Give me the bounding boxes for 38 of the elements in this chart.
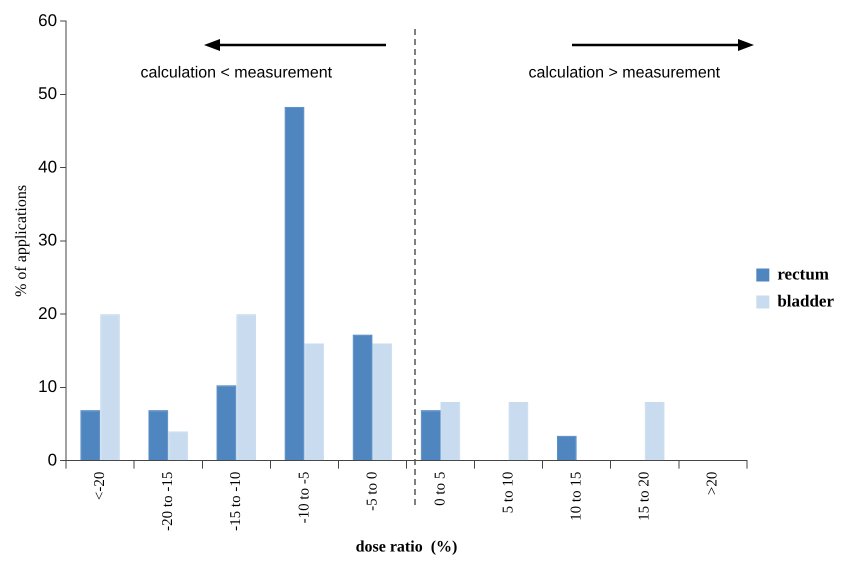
- bar: [508, 402, 528, 460]
- bar: [216, 385, 236, 460]
- x-tick-label: -15 to -10: [228, 472, 244, 531]
- y-tick-label: 10: [38, 377, 58, 396]
- x-tick-label: <-20: [92, 472, 108, 500]
- x-axis-title: dose ratio (%): [356, 538, 458, 556]
- bar: [168, 431, 188, 460]
- y-tick-label: 50: [38, 84, 58, 104]
- y-tick-label: 60: [38, 10, 58, 30]
- x-tick-label: -20 to -15: [160, 472, 176, 531]
- annotation: calculation > measurement: [528, 64, 721, 82]
- bar: [420, 410, 440, 460]
- y-tick-label: 20: [38, 304, 58, 323]
- bar: [372, 343, 392, 460]
- bar: [352, 334, 372, 460]
- x-tick-label: 10 to 15: [568, 472, 585, 521]
- x-tick-label: 0 to 5: [432, 472, 448, 506]
- x-tick-label: 15 to 20: [636, 472, 653, 521]
- bar: [236, 314, 256, 460]
- bar: [644, 402, 664, 460]
- x-tick-label: >20: [704, 472, 721, 496]
- bar: [304, 343, 324, 460]
- bar: [148, 410, 168, 460]
- y-tick-label: 30: [38, 230, 58, 250]
- bar: [284, 106, 304, 460]
- legend-label: rectum: [777, 264, 829, 284]
- x-tick-label: 5 to 10: [500, 472, 517, 514]
- y-tick-label: 40: [38, 157, 58, 176]
- y-tick-label: 0: [48, 450, 58, 470]
- bar: [440, 402, 460, 460]
- bar: [80, 410, 100, 460]
- x-tick-label: -5 to 0: [364, 472, 380, 511]
- bar: [100, 314, 120, 460]
- bar: [556, 436, 577, 460]
- legend-label: bladder: [777, 291, 834, 310]
- y-axis-title: % of applications: [12, 184, 30, 297]
- x-tick-label: -10 to -5: [296, 472, 312, 524]
- annotation: calculation < measurement: [140, 64, 333, 82]
